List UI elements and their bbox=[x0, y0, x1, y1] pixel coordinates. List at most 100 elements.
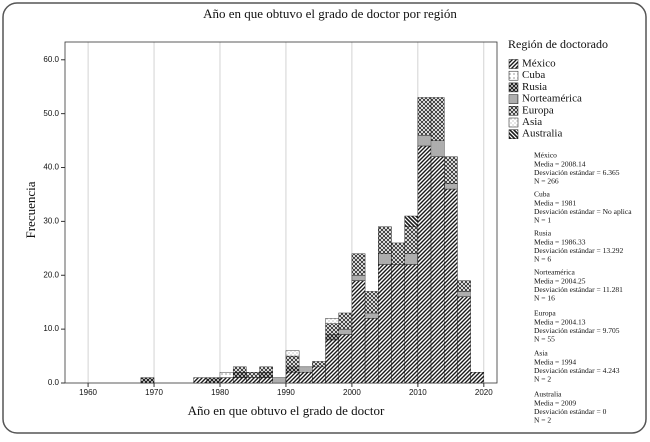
bar bbox=[430, 156, 445, 384]
bar bbox=[404, 215, 419, 227]
bar bbox=[246, 377, 260, 384]
bar bbox=[430, 97, 445, 141]
stat-text: Cuba bbox=[534, 190, 551, 199]
legend-label: Europa bbox=[522, 104, 554, 116]
bar bbox=[193, 377, 208, 384]
legend-label: Australia bbox=[522, 128, 562, 140]
bar bbox=[259, 372, 273, 378]
bar bbox=[312, 366, 326, 384]
stat-text: Desviación estándar = 4.243 bbox=[534, 366, 620, 375]
bar bbox=[404, 264, 419, 384]
bar bbox=[457, 280, 471, 292]
bar bbox=[470, 372, 485, 384]
bar bbox=[391, 242, 405, 265]
legend-label: Asia bbox=[522, 116, 542, 128]
bar bbox=[298, 366, 313, 373]
stat-text: N = 266 bbox=[534, 177, 559, 186]
x-tick-label: 2020 bbox=[475, 388, 493, 397]
legend-label: Cuba bbox=[522, 69, 545, 81]
bar bbox=[364, 318, 379, 384]
stat-text: México bbox=[534, 151, 557, 160]
bar bbox=[417, 145, 432, 384]
y-tick-label: 40.0 bbox=[43, 163, 59, 172]
bar bbox=[325, 334, 339, 341]
chart-title: Año en que obtuvo el grado de doctor por… bbox=[203, 6, 457, 21]
bar bbox=[325, 339, 339, 384]
bar bbox=[312, 361, 326, 368]
stat-text: Europa bbox=[534, 309, 556, 318]
legend-swatch bbox=[508, 82, 519, 93]
y-tick-label: 60.0 bbox=[43, 55, 59, 64]
legend-swatch bbox=[508, 117, 519, 128]
bar bbox=[378, 226, 392, 254]
stat-text: Media = 2004.13 bbox=[534, 317, 586, 326]
legend-swatch bbox=[508, 70, 519, 81]
y-tick-label: 30.0 bbox=[43, 216, 59, 225]
x-tick-label: 1960 bbox=[79, 388, 97, 397]
y-tick-label: 20.0 bbox=[43, 270, 59, 279]
stat-text: N = 6 bbox=[534, 255, 551, 264]
stat-text: Rusia bbox=[534, 229, 552, 238]
stat-text: Australia bbox=[534, 390, 562, 399]
bar bbox=[219, 372, 234, 378]
bar bbox=[364, 312, 379, 319]
y-axis-label: Frecuencia bbox=[23, 181, 38, 238]
stat-text: Desviación estándar = 11.281 bbox=[534, 285, 623, 294]
bar bbox=[232, 366, 247, 373]
bar bbox=[285, 355, 300, 368]
x-axis-label: Año en que obtuvo el grado de doctor bbox=[188, 403, 385, 418]
stat-text: Desviación estándar = 6.365 bbox=[534, 168, 620, 177]
bar bbox=[351, 253, 366, 276]
bar bbox=[338, 312, 353, 330]
legend-label: Norteamérica bbox=[522, 93, 582, 105]
legend-swatch bbox=[508, 94, 519, 104]
legend-title: Región de doctorado bbox=[508, 37, 608, 51]
bar bbox=[351, 275, 366, 281]
stat-text: Media = 2008.14 bbox=[534, 159, 586, 168]
stat-text: N = 55 bbox=[534, 335, 555, 344]
bar bbox=[285, 372, 300, 384]
stat-text: Asia bbox=[534, 349, 548, 358]
bar bbox=[364, 291, 379, 314]
bar bbox=[338, 328, 353, 335]
bar bbox=[325, 323, 339, 335]
x-tick-label: 2010 bbox=[409, 388, 427, 397]
stat-text: Desviación estándar = 13.292 bbox=[534, 246, 623, 255]
bar bbox=[285, 350, 300, 357]
legend-label: México bbox=[522, 58, 556, 70]
bar bbox=[232, 372, 247, 378]
stat-text: Media = 2009 bbox=[534, 398, 576, 407]
stat-text: N = 16 bbox=[534, 294, 555, 303]
stat-text: N = 1 bbox=[534, 216, 551, 225]
frame bbox=[2, 2, 647, 434]
stat-text: Desviación estándar = No aplica bbox=[534, 207, 632, 216]
bar bbox=[338, 334, 353, 384]
x-tick-label: 1970 bbox=[145, 388, 163, 397]
bar bbox=[378, 264, 392, 384]
x-tick-label: 2000 bbox=[343, 388, 361, 397]
bar bbox=[325, 318, 339, 324]
stat-text: Norteamérica bbox=[534, 268, 575, 277]
y-tick-label: 0.0 bbox=[48, 378, 60, 387]
bar bbox=[444, 188, 458, 384]
stat-text: N = 2 bbox=[534, 375, 551, 384]
bar bbox=[417, 97, 432, 136]
bar bbox=[457, 296, 471, 384]
bar bbox=[378, 253, 392, 265]
stat-text: Desviación estándar = 9.705 bbox=[534, 326, 620, 335]
bar bbox=[246, 372, 260, 378]
legend-swatch bbox=[508, 129, 519, 139]
bar bbox=[259, 366, 273, 373]
bar bbox=[140, 377, 155, 384]
bar bbox=[232, 377, 247, 384]
bar bbox=[430, 140, 445, 157]
bar bbox=[351, 280, 366, 384]
bar bbox=[417, 134, 432, 147]
legend-label: Rusia bbox=[522, 81, 547, 93]
y-tick-label: 50.0 bbox=[43, 109, 59, 118]
x-tick-label: 1990 bbox=[277, 388, 295, 397]
stat-text: Media = 1994 bbox=[534, 357, 576, 366]
x-tick-label: 1980 bbox=[211, 388, 229, 397]
stat-text: Desviación estándar = 0 bbox=[534, 407, 607, 416]
